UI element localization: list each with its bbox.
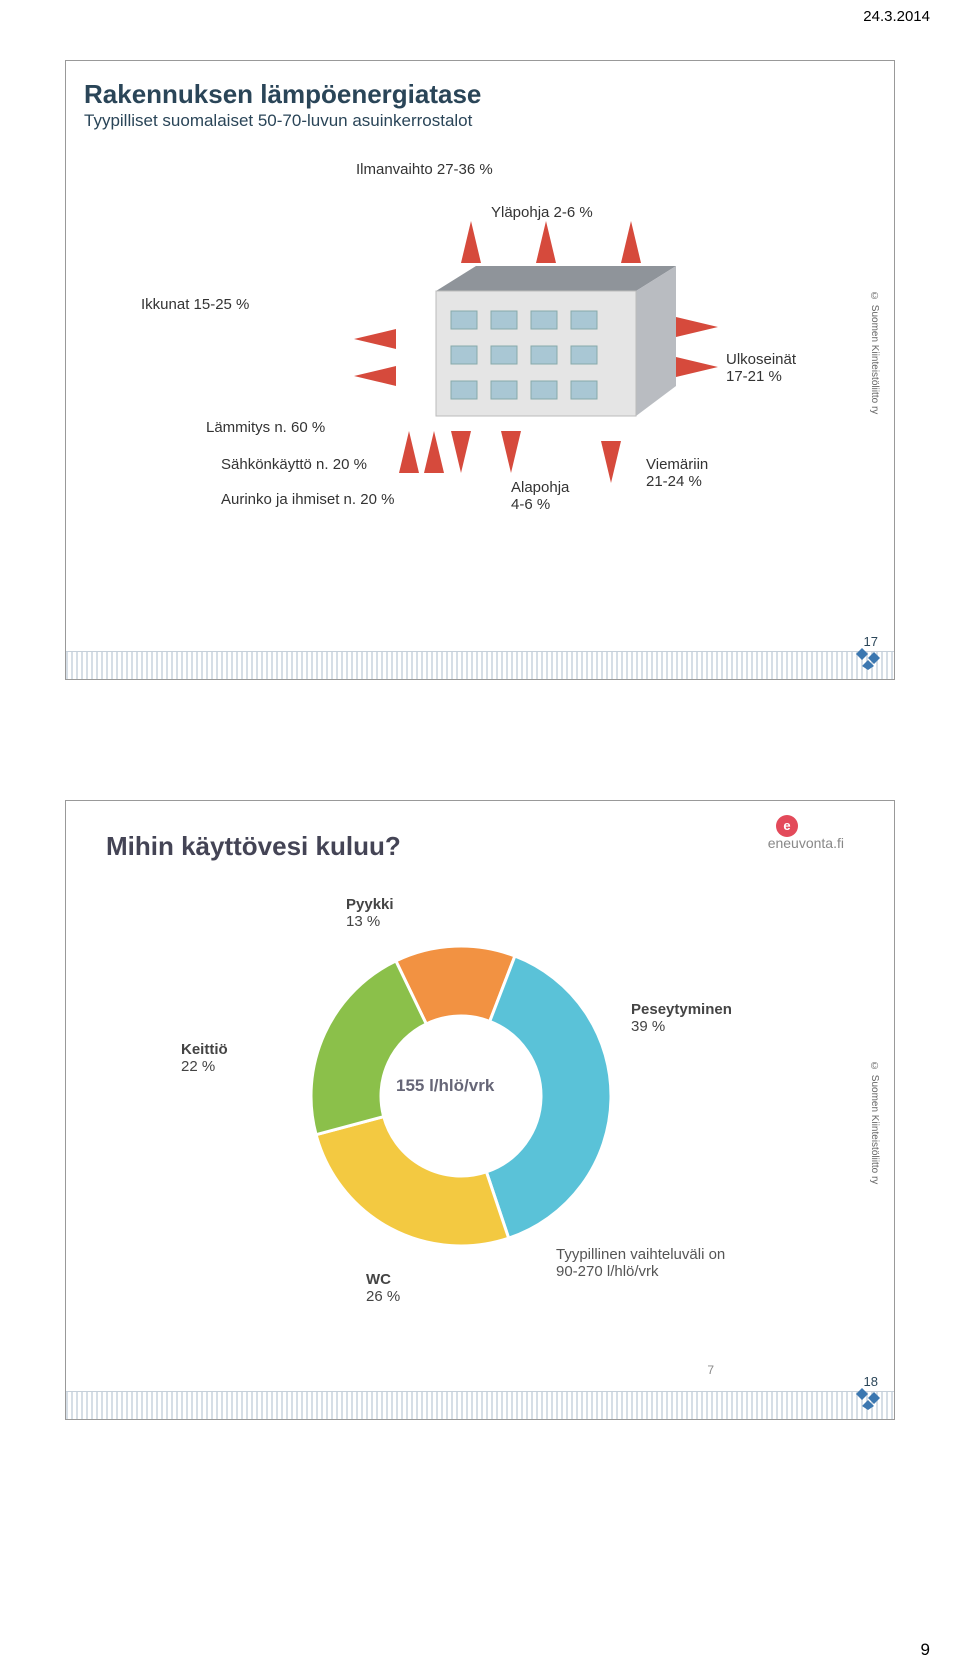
label-viemari-2: 21-24 % [646,473,702,490]
label-peseytyminen-name: Peseytyminen [631,1001,732,1018]
brand-name: eneuvonta.fi [768,835,844,851]
label-keittio-pct: 22 % [181,1058,228,1075]
page-date: 24.3.2014 [863,8,930,25]
slide2-copyright: © Suomen Kiinteistöliitto ry [869,1061,880,1184]
label-peseytyminen: Peseytyminen 39 % [631,1001,732,1035]
label-lammitys: Lämmitys n. 60 % [206,419,325,436]
arrow-up-icon [621,221,641,263]
slide1-page-number: 17 [864,634,878,649]
label-viemari: Viemäriin 21-24 % [646,456,708,490]
label-pyykki-pct: 13 % [346,913,394,930]
donut-center-label: 155 l/hlö/vrk [396,1076,494,1096]
arrow-up-icon [461,221,481,263]
arrow-up-icon [424,431,444,473]
label-alapohja-1: Alapohja [511,479,569,496]
slide1-subtitle: Tyypilliset suomalaiset 50-70-luvun asui… [84,111,472,131]
slide2-inner-page-number: 7 [707,1363,714,1377]
slide-2: Mihin käyttövesi kuluu? e eneuvonta.fi 1… [65,800,895,1420]
arrow-down-icon [451,431,471,473]
label-alapohja: Alapohja 4-6 % [511,479,569,513]
label-viemari-1: Viemäriin [646,456,708,473]
building-diagram [386,256,686,436]
slide2-page-number: 18 [864,1374,878,1389]
slide1-title: Rakennuksen lämpöenergiatase [84,79,481,110]
arrow-up-icon [399,431,419,473]
arrow-right-icon [676,317,718,337]
arrow-left-icon [354,366,396,386]
slide1-copyright: © Suomen Kiinteistöliitto ry [869,291,880,414]
brand-logo-icon: e [776,815,798,837]
label-ilmanvaihto: Ilmanvaihto 27-36 % [356,161,493,178]
arrow-right-icon [676,357,718,377]
arrow-down-icon [601,441,621,483]
slide-1: Rakennuksen lämpöenergiatase Tyypilliset… [65,60,895,680]
label-alapohja-2: 4-6 % [511,496,550,513]
document-page-number: 9 [921,1640,930,1660]
label-keittio-name: Keittiö [181,1041,228,1058]
footer-logo-icon [856,1388,880,1415]
label-pyykki-name: Pyykki [346,896,394,913]
label-pyykki: Pyykki 13 % [346,896,394,930]
tagline-2: 90-270 l/hlö/vrk [556,1263,659,1280]
tagline-1: Tyypillinen vaihteluväli on [556,1246,725,1263]
arrow-left-icon [354,329,396,349]
footer-skyline [66,651,894,679]
label-wc-name: WC [366,1271,391,1288]
label-ikkunat: Ikkunat 15-25 % [141,296,249,313]
label-peseytyminen-pct: 39 % [631,1018,732,1035]
label-aurinko: Aurinko ja ihmiset n. 20 % [221,491,394,508]
label-sahko: Sähkönkäyttö n. 20 % [221,456,367,473]
footer-skyline [66,1391,894,1419]
slide2-title: Mihin käyttövesi kuluu? [106,831,401,862]
label-ulkoseinat-2: 17-21 % [726,368,782,385]
label-wc-pct: 26 % [366,1288,400,1305]
label-ulkoseinat-1: Ulkoseinät [726,351,796,368]
arrow-down-icon [501,431,521,473]
tagline: Tyypillinen vaihteluväli on 90-270 l/hlö… [556,1246,725,1280]
arrow-up-icon [536,221,556,263]
label-keittio: Keittiö 22 % [181,1041,228,1075]
label-ylapohja: Yläpohja 2-6 % [491,204,593,221]
footer-logo-icon [856,648,880,675]
label-wc: WC 26 % [366,1271,400,1305]
label-ulkoseinat: Ulkoseinät 17-21 % [726,351,796,385]
donut-chart: 155 l/hlö/vrk [301,936,621,1256]
